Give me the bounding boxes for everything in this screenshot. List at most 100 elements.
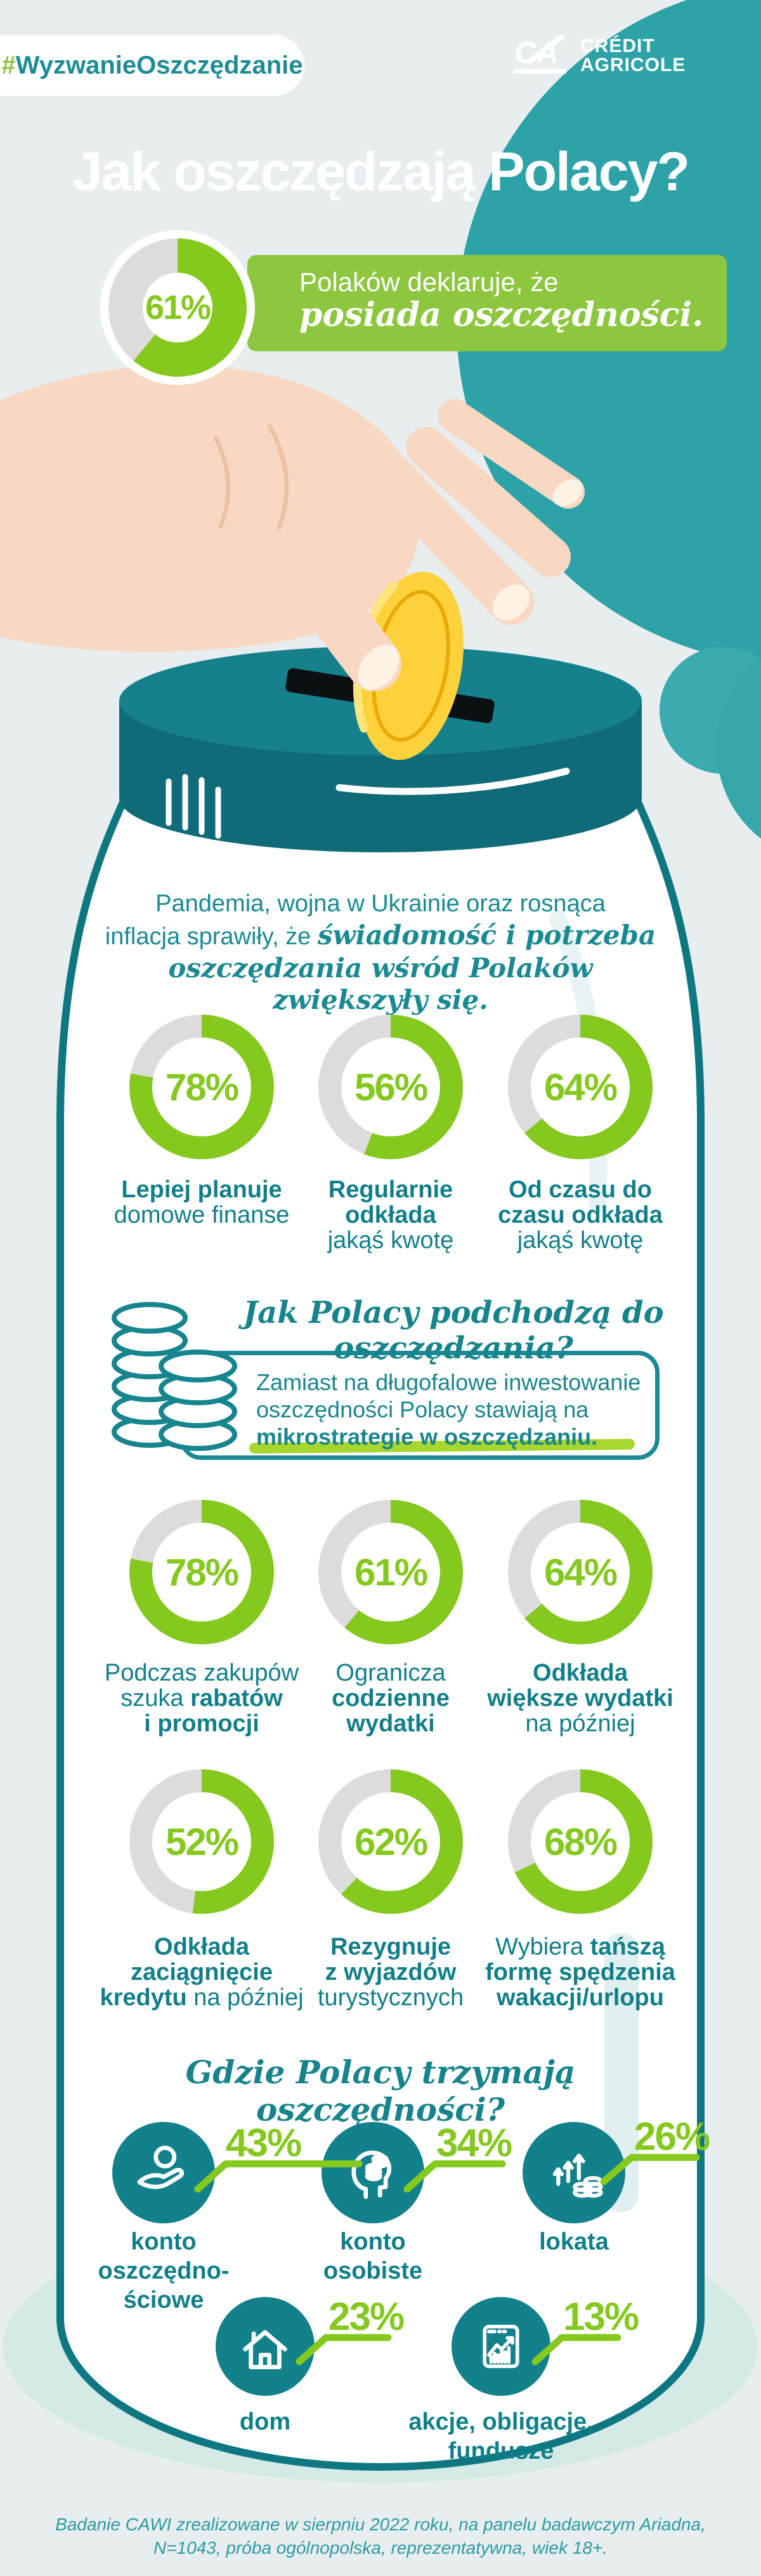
where-label: lokata [539,2228,609,2255]
donut-chart: 68% [508,1769,653,1914]
hashtag-badge: # WyzwanieOszczędzanie [0,35,304,96]
donut-label: Odkłada większe wydatki na później [487,1660,673,1737]
intro-line2-regular: inflacja sprawiły, że [105,923,318,950]
intro-line2-script: świadomość i potrzeba [317,920,656,951]
approach-text: Zamiast na długofalowe inwestowanie oszc… [256,1369,649,1450]
logo-wordmark: CRÉDIT AGRICOLE [580,37,686,75]
donut-hole: 62% [341,1792,440,1891]
hand-illustration [0,365,585,658]
donut-percent: 78% [165,1551,239,1594]
donut-chart: 56% [318,1015,463,1159]
donut-hole: 52% [152,1792,251,1891]
footer-note: Badanie CAWI zrealizowane w sierpniu 202… [0,2513,761,2560]
lid-highlight [335,767,570,795]
fingernail [492,584,530,621]
where-circle-akcje [452,2297,550,2396]
hero-donut-ring: 61% [108,238,247,377]
approach-line1: Zamiast na długofalowe inwestowanie [256,1369,641,1395]
intro-line2: inflacja sprawiły, że świadomość i potrz… [95,920,666,953]
thumb [272,539,401,691]
hero-donut-hole: 61% [143,273,212,342]
logo-line1: CRÉDIT [580,36,655,56]
thumbnail [358,644,400,690]
donut-chart: 52% [129,1769,274,1914]
approach-line3: mikrostrategie w oszczędzaniu. [256,1424,598,1450]
ca-monogram-icon: CA [513,33,566,74]
where-percent: 13% [563,2295,639,2339]
where-circle-konto-osobiste [322,2122,424,2223]
hero-banner-line2: posiada oszczędności. [299,296,704,334]
head-coins-icon [351,2150,392,2199]
donut-percent: 64% [543,1551,618,1594]
donut-label: Odkłada zaciągnięcie kredytu na później [100,1934,304,2011]
coin-face [358,571,464,760]
donut-chart: 62% [318,1769,463,1914]
coins-growth-icon [552,2154,603,2198]
page-title: Jak oszczędzają Polacy? [72,141,690,202]
where-percent: 34% [436,2121,512,2165]
donut-hole: 68% [531,1792,630,1891]
where-percent: 26% [634,2115,710,2159]
donut-label: Regularnie odkłada jakąś kwotę [327,1176,454,1254]
hero-donut-chart: 61% [100,230,255,385]
footer-line1: Badanie CAWI zrealizowane w sierpniu 202… [55,2514,706,2534]
donut-label: Lepiej planuje domowe finanse [114,1176,290,1228]
donut-hole: 56% [341,1038,440,1136]
stocks-chart-icon [483,2324,519,2369]
donut-label: Ogranicza codzienne wydatki [332,1660,450,1737]
hero-banner: Polaków deklaruje, że posiada oszczędnoś… [247,255,727,351]
fingernail [552,479,583,506]
where-label: konto osobiste [323,2228,423,2284]
logo-line2: AGRICOLE [580,55,686,75]
hand-person-icon [137,2145,185,2189]
where-circle-dom [216,2297,315,2396]
donut-percent: 62% [354,1820,428,1863]
donut-hole: 78% [152,1038,251,1136]
donut-hole: 61% [341,1523,440,1622]
jar-intro-text: Pandemia, wojna w Ukrainie oraz rosnąca … [95,888,666,1016]
donut-percent: 64% [543,1065,618,1109]
donut-hole: 78% [152,1523,251,1622]
middle-finger [369,454,534,625]
donut-hole: 64% [531,1038,630,1136]
pinky-finger [438,399,585,509]
donut-label: Podczas zakupów szuka rabatów i promocji [104,1660,299,1737]
house-icon [243,2330,287,2369]
intro-line1: Pandemia, wojna w Ukrainie oraz rosnąca [155,890,606,917]
hand-shading [213,424,289,530]
where-circle-konto-oszczednosciowe [112,2122,215,2223]
approach-line2: oszczędności Polacy stawiają na [256,1396,589,1422]
where-label: dom [239,2409,291,2435]
hero-donut-percent: 61% [145,289,211,327]
footer-line2: N=1043, próba ogólnopolska, reprezentaty… [153,2538,608,2558]
approach-heading: Jak Polacy podchodzą do oszczędzania? [243,1295,664,1366]
where-percent: 23% [328,2295,405,2339]
donut-chart: 64% [508,1500,653,1644]
donut-percent: 56% [354,1065,428,1109]
credit-agricole-logo: CA CRÉDIT AGRICOLE [511,30,726,81]
donut-chart: 64% [508,1015,653,1159]
where-percent: 43% [226,2121,302,2165]
donut-percent: 68% [543,1820,618,1863]
donut-chart: 61% [318,1500,463,1644]
where-heading: Gdzie Polacy trzymają oszczędności? [185,2053,576,2128]
intro-line3-script: oszczędzania wśród Polaków zwiększyły si… [168,953,593,1015]
where-label: konto oszczędno- ściowe [98,2228,230,2313]
donut-label: Od czasu do czasu odkłada jakąś kwotę [498,1176,663,1254]
hashtag-symbol: # [1,51,16,79]
donut-chart: 78% [129,1500,274,1644]
donut-percent: 78% [165,1065,239,1109]
ring-finger [406,427,571,577]
donut-percent: 52% [165,1820,239,1863]
donut-label: Rezygnuje z wyjazdów turystycznych [317,1934,464,2011]
donut-percent: 61% [354,1551,428,1594]
donut-hole: 64% [531,1523,630,1622]
donut-chart: 78% [129,1015,274,1159]
donut-label: Wybiera tańszą formę spędzenia wakacji/u… [485,1934,675,2011]
where-label: akcje, obligacje, fundusze [408,2409,594,2464]
where-circle-lokata [523,2122,625,2223]
hashtag-text: WyzwanieOszczędzanie [15,51,303,79]
hero-banner-line1: Polaków deklaruje, że [299,267,559,297]
